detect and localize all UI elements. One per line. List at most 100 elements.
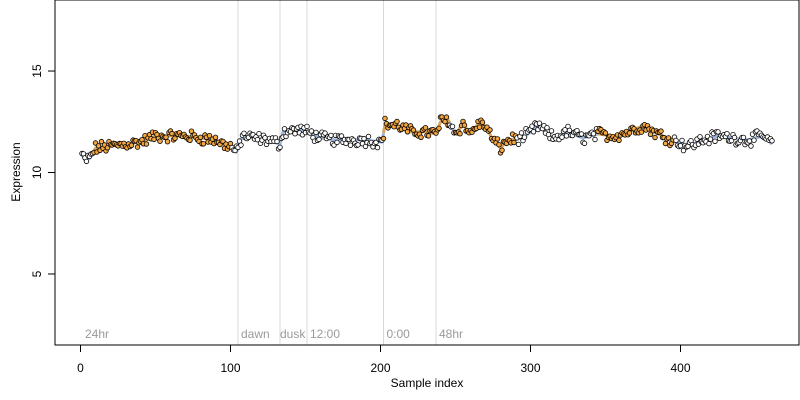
data-point-133 [277, 144, 283, 150]
data-point-239 [436, 125, 442, 131]
data-point-44 [143, 141, 150, 147]
data-point-256 [461, 122, 468, 128]
data-point-419 [706, 140, 712, 147]
data-point-253 [457, 130, 463, 137]
y-tick-label-15: 15 [30, 64, 44, 78]
data-point-136 [281, 126, 288, 132]
data-point-350 [602, 130, 609, 136]
data-point-73 [187, 137, 193, 143]
data-point-49 [151, 136, 157, 143]
data-point-387 [658, 128, 664, 134]
data-point-447 [748, 143, 754, 149]
data-point-383 [652, 134, 658, 141]
data-point-302 [530, 129, 537, 135]
data-point-449 [751, 137, 757, 143]
data-point-244 [443, 114, 450, 120]
data-point-203 [382, 115, 388, 122]
data-point-278 [494, 136, 501, 142]
data-point-420 [707, 136, 714, 142]
period-label-4: 0:00 [387, 327, 411, 341]
y-tick-label-10: 10 [30, 166, 44, 180]
data-point-159 [316, 136, 322, 143]
data-point-63 [172, 135, 178, 141]
data-points [79, 114, 775, 165]
x-tick-label-400: 400 [670, 361, 690, 375]
period-label-3: 12:00 [310, 327, 340, 341]
data-point-268 [479, 119, 486, 125]
data-point-171 [334, 139, 340, 146]
data-point-143 [292, 130, 298, 137]
period-dividers [237, 0, 437, 345]
data-point-232 [425, 133, 432, 139]
data-point-425 [715, 129, 721, 135]
data-point-431 [724, 130, 730, 137]
x-tick-label-200: 200 [370, 361, 390, 375]
data-point-202 [380, 135, 387, 142]
x-tick-label-100: 100 [220, 361, 240, 375]
data-point-342 [590, 131, 597, 137]
data-point-86 [206, 132, 213, 139]
x-tick-label-0: 0 [77, 361, 84, 375]
data-point-4 [83, 158, 90, 165]
data-point-292 [515, 141, 522, 148]
data-point-326 [566, 127, 573, 134]
period-label-1: dawn [241, 327, 270, 341]
data-point-380 [647, 131, 654, 137]
data-point-57 [163, 134, 169, 140]
data-point-189 [361, 135, 367, 142]
data-point-314 [548, 128, 555, 134]
data-point-296 [521, 134, 528, 140]
data-point-53 [157, 138, 163, 144]
data-point-279 [496, 141, 502, 148]
data-point-227 [418, 134, 424, 140]
data-point-336 [581, 140, 588, 147]
data-point-80 [197, 134, 204, 140]
data-point-294 [518, 130, 525, 136]
data-point-461 [769, 138, 775, 144]
data-point-281 [499, 147, 505, 153]
data-point-266 [476, 124, 483, 130]
data-point-397 [673, 137, 679, 144]
data-point-151 [304, 123, 310, 130]
data-point-392 [665, 135, 672, 141]
x-axis-title: Sample index [391, 376, 464, 390]
data-point-163 [322, 130, 328, 136]
data-point-154 [308, 128, 315, 134]
data-point-185 [355, 142, 361, 148]
data-point-436 [731, 134, 738, 141]
data-point-198 [374, 144, 381, 151]
data-point-334 [578, 131, 585, 137]
data-point-400 [677, 143, 684, 149]
data-point-446 [746, 138, 753, 144]
data-point-401 [679, 137, 685, 144]
data-point-289 [511, 139, 517, 146]
data-point-82 [200, 141, 207, 147]
data-point-359 [616, 137, 622, 143]
data-point-321 [559, 134, 565, 140]
data-point-324 [563, 133, 570, 139]
y-axis-title: Expression [9, 142, 23, 201]
data-point-211 [394, 118, 400, 125]
plot-frame [54, 0, 800, 346]
data-point-248 [449, 123, 456, 130]
data-point-58 [164, 138, 171, 145]
data-point-12 [95, 143, 102, 149]
data-point-366 [626, 130, 633, 136]
data-point-374 [638, 129, 645, 135]
data-point-230 [422, 124, 429, 131]
data-point-107 [238, 142, 244, 148]
data-point-423 [712, 138, 718, 144]
data-point-192 [365, 133, 372, 140]
period-label-0: 24hr [85, 327, 109, 341]
y-tick-label-5: 5 [30, 270, 44, 277]
data-point-34 [128, 142, 135, 148]
data-point-343 [592, 136, 598, 143]
data-point-413 [697, 134, 703, 140]
x-tick-label-300: 300 [520, 361, 540, 375]
data-point-119 [256, 130, 262, 137]
period-labels: 24hr dawn dusk 12:00 0:00 48hr [85, 327, 463, 341]
data-point-61 [169, 130, 175, 137]
data-point-157 [313, 129, 319, 136]
data-point-38 [134, 144, 141, 150]
